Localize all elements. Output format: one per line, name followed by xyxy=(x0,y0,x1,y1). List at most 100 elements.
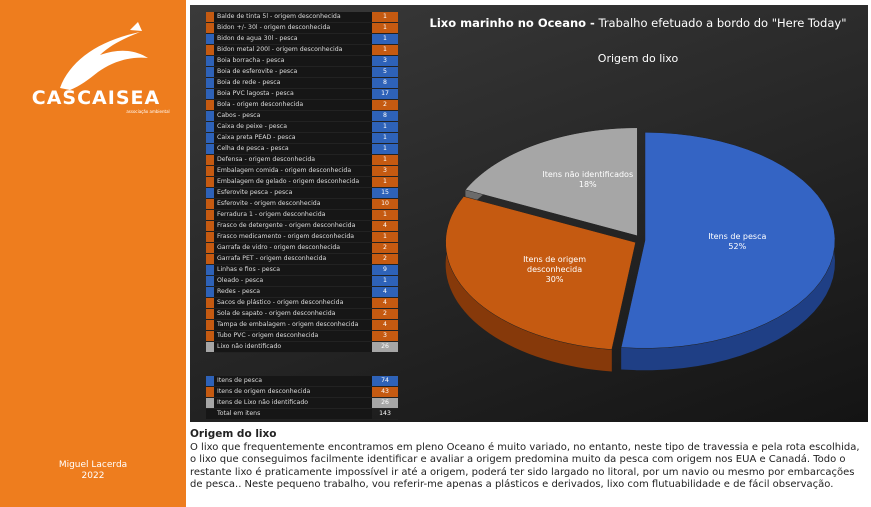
table-row: Lixo não identificado 26 xyxy=(206,342,398,353)
pie-side xyxy=(445,196,612,372)
pie-label-value: 18% xyxy=(578,180,597,190)
row-strip xyxy=(206,199,214,209)
item-name: Tampa de embalagem - origem desconhecida xyxy=(214,320,372,330)
table-row: Bidon metal 200l - origem desconhecida 1 xyxy=(206,45,398,56)
year: 2022 xyxy=(81,471,105,481)
item-name: Total em itens xyxy=(214,409,372,419)
item-name: Caixa de peixe - pesca xyxy=(214,122,372,132)
item-name: Redes - pesca xyxy=(214,287,372,297)
pie-slice xyxy=(620,132,836,349)
item-count: 43 xyxy=(372,387,398,397)
table-row: Garrafa PET - origem desconhecida 2 xyxy=(206,254,398,265)
item-count: 74 xyxy=(372,376,398,386)
row-strip xyxy=(206,67,214,77)
table-row: Boia borracha - pesca 3 xyxy=(206,56,398,67)
item-name: Cabos - pesca xyxy=(214,111,372,121)
row-strip xyxy=(206,111,214,121)
row-strip xyxy=(206,188,214,198)
item-count: 1 xyxy=(372,122,398,132)
item-name: Esferovite pesca - pesca xyxy=(214,188,372,198)
row-strip xyxy=(206,276,214,286)
row-strip xyxy=(206,166,214,176)
table-row: Caixa preta PEAD - pesca 1 xyxy=(206,133,398,144)
sidebar: CASCAISEA associação ambiental Miguel La… xyxy=(0,0,186,507)
heading: Origem do lixo xyxy=(190,428,277,440)
row-strip xyxy=(206,309,214,319)
row-strip xyxy=(206,12,214,22)
item-name: Linhas e fios - pesca xyxy=(214,265,372,275)
item-name: Frasco medicamento - origem desconhecida xyxy=(214,232,372,242)
item-count: 1 xyxy=(372,12,398,22)
item-count: 4 xyxy=(372,320,398,330)
row-strip xyxy=(206,23,214,33)
text-block: Origem do lixo O lixo que frequentemente … xyxy=(190,428,865,492)
item-name: Sacos de plástico - origem desconhecida xyxy=(214,298,372,308)
row-strip xyxy=(206,78,214,88)
item-count: 1 xyxy=(372,144,398,154)
item-name: Embalagem de gelado - origem desconhecid… xyxy=(214,177,372,187)
logo-sub: associação ambiental xyxy=(126,109,169,114)
item-name: Boia borracha - pesca xyxy=(214,56,372,66)
row-strip xyxy=(206,331,214,341)
item-name: Bola - origem desconhecida xyxy=(214,100,372,110)
row-strip xyxy=(206,45,214,55)
table-row: Linhas e fios - pesca 9 xyxy=(206,265,398,276)
item-count: 8 xyxy=(372,111,398,121)
item-count: 8 xyxy=(372,78,398,88)
row-strip xyxy=(206,243,214,253)
item-name: Boia de esferovite - pesca xyxy=(214,67,372,77)
item-name: Lixo não identificado xyxy=(214,342,372,352)
item-count: 3 xyxy=(372,166,398,176)
items-table: Balde de tinta 5l - origem desconhecida 1… xyxy=(206,12,398,353)
pie-label-name: Itens de pesca xyxy=(708,231,767,241)
table-row: Esferovite pesca - pesca 15 xyxy=(206,188,398,199)
item-count: 1 xyxy=(372,45,398,55)
item-count: 4 xyxy=(372,298,398,308)
item-count: 3 xyxy=(372,56,398,66)
row-strip xyxy=(206,89,214,99)
item-name: Boia de rede - pesca xyxy=(214,78,372,88)
table-row: Bola - origem desconhecida 2 xyxy=(206,100,398,111)
table-row: Defensa - origem desconhecida 1 xyxy=(206,155,398,166)
row-strip xyxy=(206,34,214,44)
pie-label-value: 30% xyxy=(545,275,564,285)
row-strip xyxy=(206,376,214,386)
paragraph: O lixo que frequentemente encontramos em… xyxy=(190,441,860,491)
item-name: Caixa preta PEAD - pesca xyxy=(214,133,372,143)
row-strip xyxy=(206,100,214,110)
row-strip xyxy=(206,387,214,397)
row-strip xyxy=(206,232,214,242)
table-row: Sola de sapato - origem desconhecida 2 xyxy=(206,309,398,320)
row-strip xyxy=(206,177,214,187)
pie-label-name: Itens de origem desconhecida xyxy=(523,255,587,275)
item-name: Defensa - origem desconhecida xyxy=(214,155,372,165)
item-count: 2 xyxy=(372,243,398,253)
table-row: Embalagem comida - origem desconhecida 3 xyxy=(206,166,398,177)
table-row: Celha de pesca - pesca 1 xyxy=(206,144,398,155)
item-name: Garrafa de vidro - origem desconhecida xyxy=(214,243,372,253)
item-name: Embalagem comida - origem desconhecida xyxy=(214,166,372,176)
row-strip xyxy=(206,122,214,132)
item-name: Boia PVC lagosta - pesca xyxy=(214,89,372,99)
table-row: Ferradura 1 - origem desconhecida 1 xyxy=(206,210,398,221)
item-count: 5 xyxy=(372,67,398,77)
table-row: Itens de origem desconhecida 43 xyxy=(206,387,398,398)
item-count: 1 xyxy=(372,34,398,44)
item-count: 2 xyxy=(372,100,398,110)
author: Miguel Lacerda 2022 xyxy=(0,460,186,482)
item-count: 9 xyxy=(372,265,398,275)
row-strip xyxy=(206,265,214,275)
item-name: Balde de tinta 5l - origem desconhecida xyxy=(214,12,372,22)
table-row: Embalagem de gelado - origem desconhecid… xyxy=(206,177,398,188)
table-row: Itens de pesca 74 xyxy=(206,376,398,387)
pie-label: Itens não identificados 18% xyxy=(538,170,638,190)
pie-label: Itens de pesca 52% xyxy=(687,232,787,252)
item-count: 4 xyxy=(372,287,398,297)
item-name: Ferradura 1 - origem desconhecida xyxy=(214,210,372,220)
item-name: Garrafa PET - origem desconhecida xyxy=(214,254,372,264)
table-row: Frasco de detergente - origem desconheci… xyxy=(206,221,398,232)
row-strip xyxy=(206,342,214,352)
pie-label-value: 52% xyxy=(728,241,747,251)
item-count: 26 xyxy=(372,398,398,408)
table-row: Tubo PVC - origem desconhecida 3 xyxy=(206,331,398,342)
